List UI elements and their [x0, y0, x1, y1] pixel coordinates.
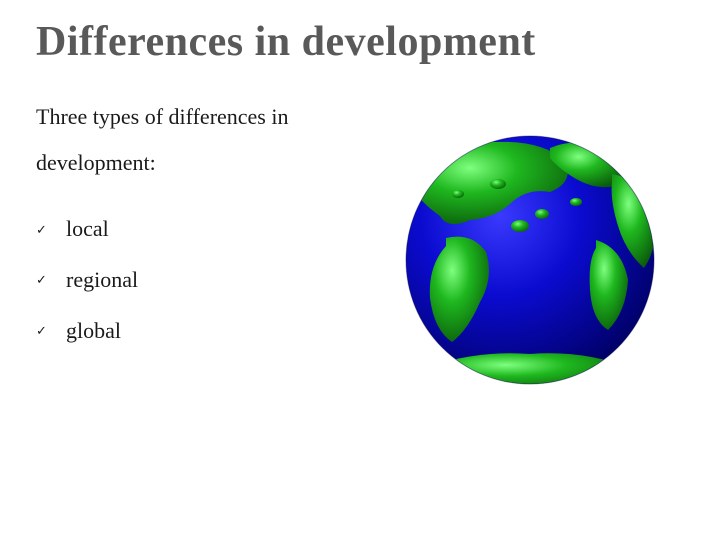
globe-illustration — [400, 130, 660, 390]
intro-text: Three types of differences in developmen… — [36, 94, 376, 186]
slide-container: Differences in development Three types o… — [0, 0, 720, 540]
list-item-label: regional — [66, 255, 138, 306]
list-item-label: local — [66, 204, 109, 255]
check-icon: ✓ — [36, 215, 50, 245]
page-title: Differences in development — [36, 18, 684, 66]
check-icon: ✓ — [36, 316, 50, 346]
check-icon: ✓ — [36, 265, 50, 295]
list-item-label: global — [66, 306, 121, 357]
